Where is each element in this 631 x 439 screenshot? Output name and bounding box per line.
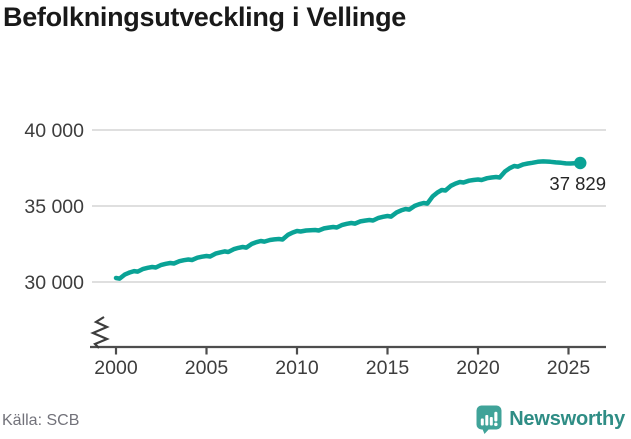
x-axis-label: 2005 (185, 357, 229, 379)
page-title: Befolkningsutveckling i Vellinge (3, 2, 406, 32)
axis-break-icon (90, 316, 110, 349)
population-line (113, 159, 583, 281)
end-value-label: 37 829 (549, 173, 606, 194)
newsworthy-logo[interactable]: Newsworthy (476, 405, 625, 434)
x-axis-label: 2000 (94, 357, 138, 379)
y-axis-label: 30 000 (24, 272, 84, 294)
x-axis-label: 2020 (456, 357, 500, 379)
end-point-dot (574, 156, 587, 170)
newsworthy-bubble-chart-icon (476, 405, 502, 434)
newsworthy-wordmark: Newsworthy (509, 408, 625, 430)
x-axis-label: 2010 (275, 357, 319, 379)
x-axis-label: 2015 (366, 357, 410, 379)
y-axis-label: 35 000 (24, 196, 84, 218)
source-note: Källa: SCB (2, 412, 80, 429)
x-axis-label: 2025 (547, 357, 591, 379)
y-axis-label: 40 000 (24, 120, 84, 142)
